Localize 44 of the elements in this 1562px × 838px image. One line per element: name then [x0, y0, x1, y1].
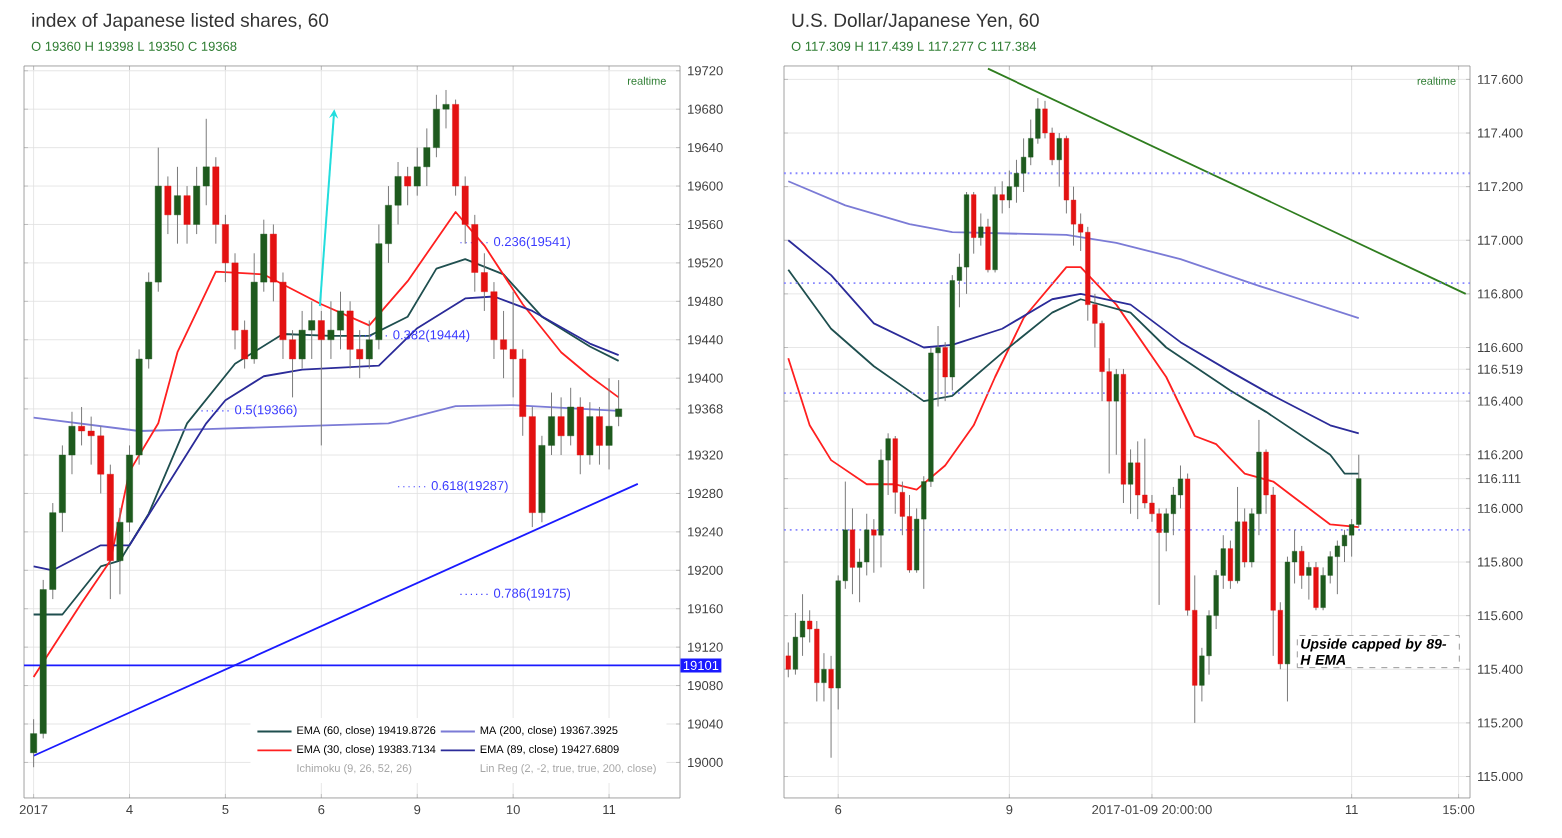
- candlestick: [1242, 507, 1248, 568]
- line-series: [32, 295, 620, 572]
- candlestick: [864, 513, 870, 576]
- candlestick: [1227, 540, 1233, 590]
- candlestick: [1306, 561, 1312, 601]
- candlestick: [567, 387, 575, 446]
- candlestick: [1056, 132, 1062, 188]
- candlestick: [1113, 368, 1119, 456]
- candlestick: [971, 191, 977, 255]
- candlestick: [183, 185, 191, 245]
- candlestick: [615, 379, 623, 427]
- line-series: [787, 180, 1360, 319]
- line-series: [787, 268, 1360, 475]
- candlestick: [871, 518, 877, 574]
- candlestick: [1334, 540, 1340, 595]
- candlestick: [404, 166, 412, 206]
- line-series: [787, 239, 1360, 435]
- candlestick: [828, 655, 834, 759]
- candlestick: [1128, 448, 1134, 515]
- candlestick: [785, 641, 791, 678]
- candlestick: [999, 180, 1005, 214]
- candlestick: [174, 166, 181, 245]
- line-series: [787, 266, 1360, 529]
- candlestick: [849, 507, 856, 595]
- candlestick: [1313, 561, 1319, 611]
- candlestick: [978, 212, 984, 247]
- candlestick: [1006, 170, 1012, 209]
- candlestick: [985, 218, 991, 273]
- candlestick: [821, 652, 827, 702]
- candlestick: [557, 396, 565, 456]
- chart-title: U.S. Dollar/Japanese Yen, 60: [792, 13, 1039, 31]
- candlestick: [596, 406, 603, 466]
- candlestick: [164, 175, 172, 235]
- candlestick: [605, 377, 613, 470]
- line-series: [32, 211, 620, 678]
- line-series: [32, 258, 620, 616]
- candlestick: [1135, 440, 1141, 520]
- candlestick: [792, 612, 798, 676]
- line-series: [32, 404, 620, 432]
- candlestick: [1013, 159, 1020, 204]
- candlestick: [1356, 454, 1362, 528]
- candlestick: [586, 401, 594, 466]
- chart-title: index of Japanese listed shares, 60: [32, 13, 329, 31]
- candlestick: [317, 310, 325, 446]
